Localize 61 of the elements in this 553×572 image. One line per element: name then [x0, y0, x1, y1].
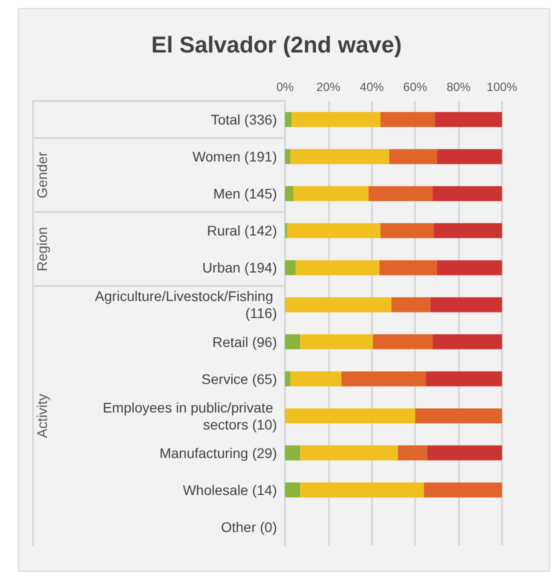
bar — [296, 260, 380, 276]
y-tick-label: Retail (96) — [212, 334, 277, 350]
x-tick-label: 0% — [276, 80, 294, 94]
bar — [294, 186, 369, 202]
bar — [341, 371, 426, 386]
bar — [434, 112, 502, 128]
bar — [368, 186, 433, 202]
bar — [285, 482, 300, 498]
y-tick-label: Agriculture/Livestock/Fishing (116) — [94, 288, 277, 322]
text: Region — [34, 226, 50, 272]
y-tick-label: Manufacturing (29) — [159, 444, 277, 461]
bar — [285, 445, 300, 460]
bar — [285, 297, 392, 312]
y-tick-label: Rural (142) — [206, 222, 277, 239]
bar — [391, 297, 430, 312]
y-tick-label: Service (65) — [202, 370, 277, 387]
bar — [285, 371, 290, 386]
bar — [300, 482, 424, 498]
chart-title: El Salvador (2nd wave) — [151, 32, 402, 58]
bar — [426, 371, 502, 386]
bar — [436, 149, 502, 164]
bar — [290, 371, 342, 386]
bar — [432, 334, 502, 350]
bar — [389, 149, 437, 164]
bar — [285, 149, 290, 164]
x-tick-label: 20% — [316, 80, 341, 94]
y-tick-label: Urban (194) — [202, 260, 277, 276]
bar — [285, 334, 300, 350]
bar — [380, 112, 435, 128]
bar — [300, 445, 398, 460]
y-tick-label: Wholesale (14) — [182, 482, 277, 498]
x-tick-label: 100% — [486, 80, 518, 94]
y-tick-label: Total (336) — [210, 112, 277, 128]
bar — [415, 408, 502, 424]
y-tick-label: Other (0) — [220, 518, 277, 535]
bar — [285, 408, 416, 424]
bar — [287, 223, 380, 238]
text: Activity — [34, 394, 50, 438]
y-tick-label: Employees in public/private sectors (10) — [102, 399, 277, 432]
y-tick-label: Men (145) — [213, 186, 277, 202]
x-tick-label: 60% — [403, 80, 428, 94]
text: Gender — [34, 151, 50, 198]
bar — [380, 223, 434, 238]
bar — [285, 260, 296, 276]
x-tick-label: 40% — [360, 80, 384, 94]
bar — [379, 260, 437, 276]
bar — [436, 260, 502, 276]
bar — [434, 223, 502, 238]
bar — [290, 149, 390, 164]
bar — [427, 445, 502, 460]
y-tick-label: Women (191) — [192, 148, 277, 165]
bar — [372, 334, 433, 350]
x-tick-label: 80% — [446, 80, 471, 94]
bar — [292, 112, 380, 128]
bar — [300, 334, 373, 350]
bar — [424, 482, 502, 498]
bar — [398, 445, 428, 460]
bar — [285, 112, 292, 128]
bar — [285, 186, 294, 202]
bar — [430, 297, 502, 312]
bar — [432, 186, 502, 202]
